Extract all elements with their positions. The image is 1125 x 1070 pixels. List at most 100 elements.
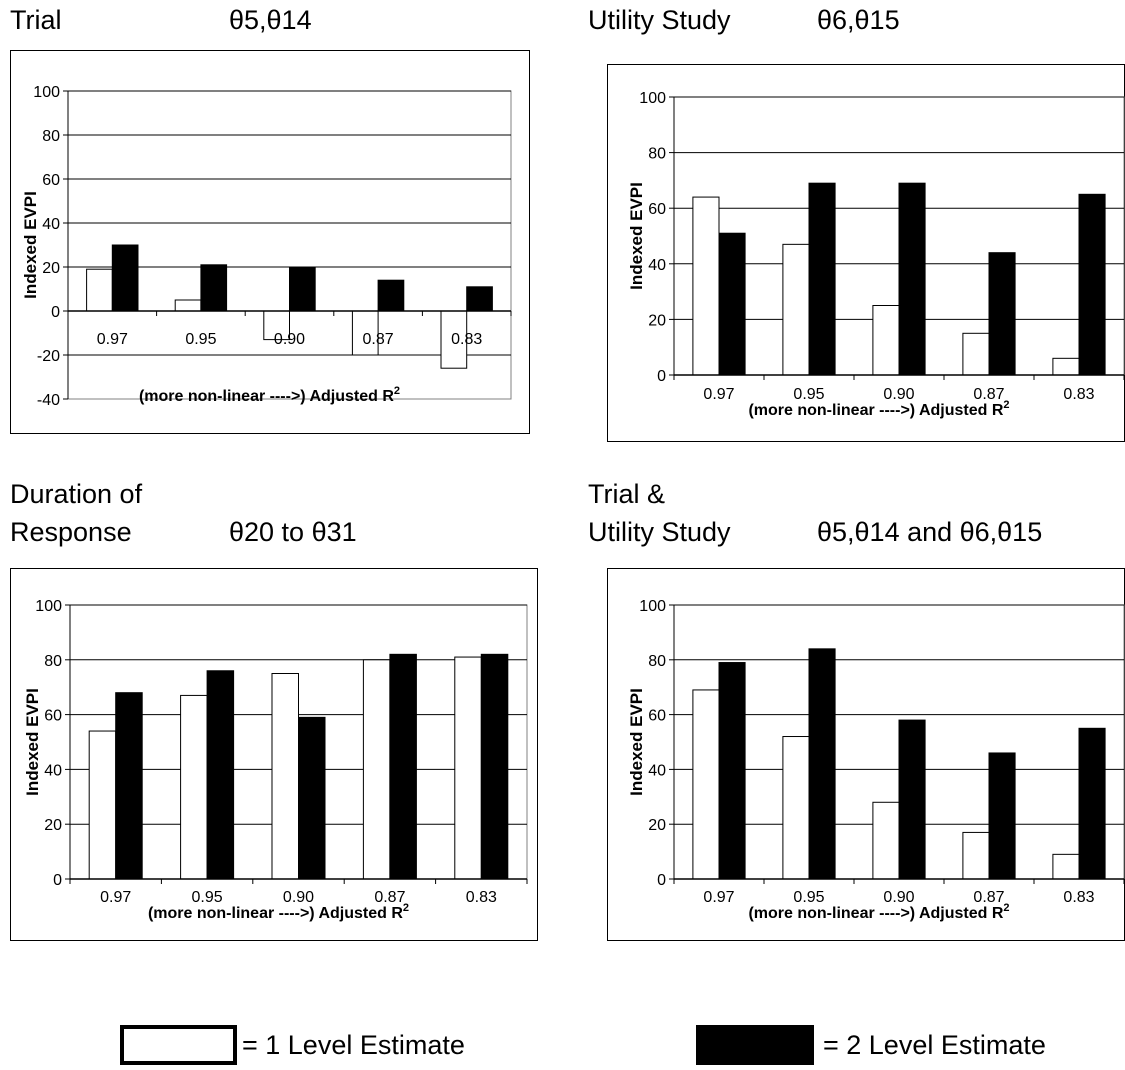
bar-1-level xyxy=(872,305,900,376)
bar-2-level xyxy=(389,653,417,880)
legend-item-1-level: = 1 Level Estimate xyxy=(120,1024,540,1068)
y-tick-label: -40 xyxy=(37,392,60,409)
x-tick-label: 0.97 xyxy=(97,331,128,348)
y-tick-label: 0 xyxy=(51,304,60,321)
y-tick-label: 20 xyxy=(44,817,62,834)
bar-1-level xyxy=(782,243,810,376)
y-tick-label: 0 xyxy=(657,368,666,385)
x-tick-label: 0.87 xyxy=(973,386,1004,403)
x-axis-title: (more non-linear ---->) Adjusted R2 xyxy=(139,385,400,405)
y-tick-label: 40 xyxy=(42,216,60,233)
panel-title-line: Trial & xyxy=(588,479,666,509)
bar-1-level xyxy=(692,689,720,880)
bar-1-level xyxy=(362,659,391,880)
x-axis-title: (more non-linear ---->) Adjusted R2 xyxy=(748,902,1009,922)
y-tick-label: 0 xyxy=(657,872,666,889)
panel-title-line: Response xyxy=(10,517,132,547)
y-tick-label: 40 xyxy=(648,257,666,274)
x-axis-title: (more non-linear ---->) Adjusted R2 xyxy=(148,902,409,922)
legend-label-2-level: = 2 Level Estimate xyxy=(823,1030,1046,1060)
x-tick-label: 0.95 xyxy=(793,889,824,906)
x-tick-label: 0.97 xyxy=(703,386,734,403)
panel-title-line: Utility Study xyxy=(588,517,731,547)
bar-1-level xyxy=(872,801,900,880)
y-tick-label: 20 xyxy=(42,260,60,277)
chart-svg: -40 -20 0 20 40 60 80 100 0.97 0.95 0.90 0.87 0.83 In… xyxy=(21,84,512,409)
chart-trial: -40 -20 0 20 40 60 80 100 0.97 0.95 0.90 0.87 0.83 In… xyxy=(10,50,530,434)
legend-swatch-black xyxy=(696,1025,814,1065)
y-tick-label: 40 xyxy=(44,762,62,779)
y-tick-label: 60 xyxy=(44,708,62,725)
bar-2-level xyxy=(289,266,316,312)
x-tick-label: 0.97 xyxy=(703,889,734,906)
x-tick-label: 0.95 xyxy=(793,386,824,403)
bar-1-level xyxy=(454,656,482,880)
legend-item-2-level: = 2 Level Estimate xyxy=(696,1024,1116,1068)
bar-2-level xyxy=(718,662,746,880)
panel-parameters: θ5,θ14 xyxy=(229,5,312,35)
x-tick-label: 0.83 xyxy=(466,889,497,906)
bar-1-level xyxy=(88,730,117,880)
y-axis-title: Indexed EVPI xyxy=(23,688,42,796)
bar-2-level xyxy=(115,692,143,880)
x-tick-label: 0.90 xyxy=(883,386,914,403)
x-tick-label: 0.90 xyxy=(283,889,314,906)
y-tick-label: 100 xyxy=(33,84,60,101)
bar-1-level xyxy=(440,310,468,369)
y-axis-title: Indexed EVPI xyxy=(627,688,646,796)
legend-label-1-level: = 1 Level Estimate xyxy=(242,1030,465,1060)
y-tick-label: -20 xyxy=(37,348,60,365)
chart-trial-and-utility-study: 0 20 40 60 80 100 0.97 0.95 0.90 0.87 0.83 Indexed … xyxy=(607,568,1125,941)
y-tick-label: 60 xyxy=(648,708,666,725)
x-axis-title: (more non-linear ---->) Adjusted R2 xyxy=(748,399,1009,419)
bar-2-level xyxy=(200,264,228,312)
panel-parameters: θ5,θ14 and θ6,θ15 xyxy=(817,517,1043,547)
bar-2-level xyxy=(1078,727,1106,880)
chart-utility-study: 0 20 40 60 80 100 0.97 0.95 0.90 0.87 0.83 Indexed … xyxy=(607,64,1125,442)
y-tick-label: 0 xyxy=(53,872,62,889)
y-tick-label: 20 xyxy=(648,312,666,329)
x-tick-label: 0.87 xyxy=(374,889,405,906)
x-tick-label: 0.83 xyxy=(451,331,482,348)
x-tick-label: 0.83 xyxy=(1063,889,1094,906)
bar-2-level xyxy=(988,252,1016,376)
panel-title-line: Trial xyxy=(10,5,62,35)
panel-heading-duration-of-response: Duration of Response θ20 to θ31 xyxy=(10,478,530,550)
y-tick-label: 60 xyxy=(648,201,666,218)
chart-svg: 0 20 40 60 80 100 0.97 0.95 0.90 0.87 0.83 Indexed … xyxy=(627,598,1125,922)
y-axis-title: Indexed EVPI xyxy=(21,191,40,299)
panel-heading-trial: Trial θ5,θ14 xyxy=(10,4,530,44)
panel-heading-trial-and-utility-study: Trial & Utility Study θ5,θ14 and θ6,θ15 xyxy=(588,478,1118,550)
y-tick-label: 60 xyxy=(42,172,60,189)
y-tick-label: 20 xyxy=(648,817,666,834)
bar-2-level xyxy=(377,279,405,312)
bar-2-level xyxy=(1078,193,1106,376)
bar-2-level xyxy=(718,232,746,376)
bar-2-level xyxy=(206,670,235,880)
bar-1-level xyxy=(1052,853,1080,880)
bar-2-level xyxy=(988,752,1016,880)
y-tick-label: 40 xyxy=(648,762,666,779)
y-tick-label: 80 xyxy=(648,146,666,163)
chart-svg: 0 20 40 60 80 100 0.97 0.95 0.90 0.87 0.83 Indexed … xyxy=(23,598,528,922)
bar-2-level xyxy=(808,648,836,880)
bar-1-level xyxy=(271,673,299,880)
bar-1-level xyxy=(86,268,113,312)
y-tick-label: 80 xyxy=(648,653,666,670)
y-tick-label: 100 xyxy=(639,598,666,615)
panel-title-line: Utility Study xyxy=(588,5,731,35)
bar-1-level xyxy=(962,831,990,880)
chart-svg: 0 20 40 60 80 100 0.97 0.95 0.90 0.87 0.83 Indexed … xyxy=(627,90,1125,419)
bar-1-level xyxy=(263,310,290,341)
legend-swatch-white xyxy=(120,1025,237,1065)
panel-heading-utility-study: Utility Study θ6,θ15 xyxy=(588,4,1108,44)
x-tick-label: 0.83 xyxy=(1063,386,1094,403)
bar-2-level xyxy=(898,719,926,880)
x-tick-label: 0.90 xyxy=(883,889,914,906)
bar-1-level xyxy=(782,736,810,880)
bar-1-level xyxy=(174,299,202,312)
y-axis-title: Indexed EVPI xyxy=(627,182,646,290)
y-tick-label: 80 xyxy=(42,128,60,145)
panel-parameters: θ20 to θ31 xyxy=(229,517,357,547)
y-tick-label: 100 xyxy=(639,90,666,107)
